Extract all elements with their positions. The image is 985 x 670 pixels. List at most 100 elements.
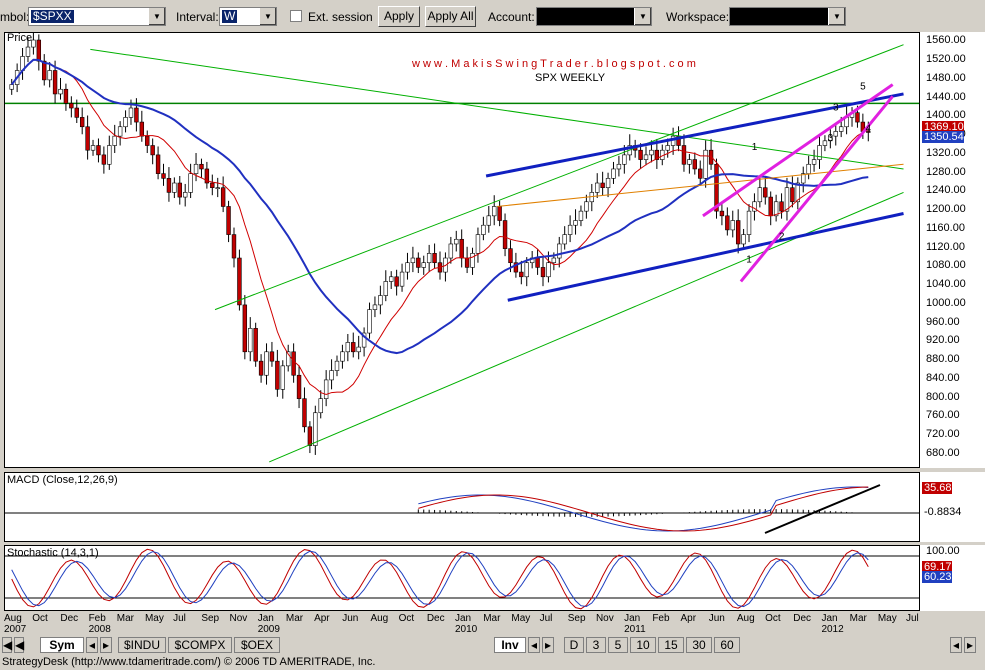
candle xyxy=(540,267,546,278)
symbol-input[interactable]: $SPXX ▼ xyxy=(28,7,166,26)
candle xyxy=(806,163,811,174)
x-axis-month: Mar xyxy=(849,613,867,624)
tab-10[interactable]: 10 xyxy=(630,637,656,653)
y-tick-label: 1400.00 xyxy=(926,109,966,122)
tab-oex[interactable]: $OEX xyxy=(234,637,280,653)
candle xyxy=(117,126,123,137)
candle xyxy=(502,220,508,249)
tab-inv[interactable]: Inv xyxy=(494,637,526,653)
macd-chart[interactable] xyxy=(5,473,920,542)
y-tick-label: 1080.00 xyxy=(926,259,966,272)
candle xyxy=(90,145,96,151)
ext-session-checkbox[interactable] xyxy=(290,10,302,22)
chevron-down-icon[interactable]: ▼ xyxy=(259,8,276,25)
candle xyxy=(161,173,166,179)
scroll-left-icon[interactable]: ◀ xyxy=(14,637,25,653)
scroll-left-icon[interactable]: ◀ xyxy=(2,637,13,653)
candle xyxy=(497,206,502,221)
x-axis-year: 2008 xyxy=(88,624,111,635)
tab-sym[interactable]: Sym xyxy=(40,637,84,653)
tab-next-icon[interactable]: ▸ xyxy=(100,637,112,653)
tab-30[interactable]: 30 xyxy=(686,637,712,653)
price-chart[interactable]: 1 2 1 3 5 3 4 xyxy=(5,33,920,468)
candle xyxy=(735,220,741,245)
y-tick-label: 1440.00 xyxy=(926,90,966,103)
y-tick-label: 1160.00 xyxy=(926,221,965,234)
x-axis-month: Aug xyxy=(736,613,755,624)
scroll-left-icon[interactable]: ◂ xyxy=(950,637,962,653)
price-panel[interactable]: 1 2 1 3 5 3 4 xyxy=(4,32,920,468)
candle xyxy=(210,182,215,189)
candle xyxy=(275,360,280,390)
candle xyxy=(405,262,410,273)
macd-value-badge: 35.68 xyxy=(922,482,952,494)
x-axis-month: Feb xyxy=(652,613,670,624)
macd-panel[interactable] xyxy=(4,472,920,542)
macd-signal-label: -0.8834 xyxy=(922,506,962,518)
tab-60[interactable]: 60 xyxy=(714,637,740,653)
x-axis-month: Mar xyxy=(285,613,304,624)
y-tick-label: 1240.00 xyxy=(926,184,966,197)
candle xyxy=(611,168,616,179)
tab-indu[interactable]: $INDU xyxy=(118,637,166,653)
candle xyxy=(454,238,459,245)
macd-signal-line xyxy=(418,486,869,532)
candle xyxy=(546,262,551,278)
chevron-down-icon[interactable]: ▼ xyxy=(828,8,845,25)
tab-3[interactable]: 3 xyxy=(586,637,606,653)
candle xyxy=(855,112,860,123)
candle xyxy=(155,154,161,174)
wave-label: 2 xyxy=(779,231,785,242)
apply-all-button[interactable]: Apply All xyxy=(425,6,476,27)
candle xyxy=(746,210,752,235)
candle xyxy=(584,201,589,212)
y-tick-label: 1200.00 xyxy=(926,203,966,216)
x-axis-label: May xyxy=(145,613,164,624)
y-tick-label: 1320.00 xyxy=(926,146,966,159)
candle xyxy=(399,271,405,287)
tab-compx[interactable]: $COMPX xyxy=(168,637,232,653)
y-tick-label: 1560.00 xyxy=(926,34,966,47)
scroll-right-icon[interactable]: ▸ xyxy=(964,637,976,653)
stochastic-title: Stochastic (14,3,1) xyxy=(7,547,99,559)
x-axis-month: May xyxy=(511,613,531,624)
candle xyxy=(605,178,611,189)
stochastic-chart[interactable] xyxy=(5,546,920,611)
x-axis-label: Jan 2011 xyxy=(624,613,646,635)
interval-select[interactable]: W ▼ xyxy=(219,7,277,26)
x-axis-month: Dec xyxy=(793,613,812,624)
tab-d[interactable]: D xyxy=(564,637,584,653)
tab-prev-icon[interactable]: ◂ xyxy=(86,637,98,653)
y-tick-label: 720.00 xyxy=(926,428,960,441)
y-tick-label: 760.00 xyxy=(926,409,960,422)
candle xyxy=(220,187,226,207)
workspace-select[interactable]: ▼ xyxy=(729,7,846,26)
tab-prev-icon[interactable]: ◂ xyxy=(528,637,540,653)
candle xyxy=(269,351,275,362)
x-axis-month: Apr xyxy=(680,613,697,624)
candle xyxy=(866,131,871,133)
x-axis-month: May xyxy=(877,613,897,624)
x-axis-month: Jan xyxy=(624,613,641,624)
ma-long-line xyxy=(10,58,869,355)
stochastic-panel[interactable] xyxy=(4,545,920,611)
chevron-down-icon[interactable]: ▼ xyxy=(148,8,165,25)
tab-next-icon[interactable]: ▸ xyxy=(542,637,554,653)
x-axis-label: Feb 2008 xyxy=(89,613,111,635)
candle xyxy=(280,365,285,390)
apply-button[interactable]: Apply xyxy=(378,6,420,27)
tab-5[interactable]: 5 xyxy=(608,637,628,653)
account-select[interactable]: ▼ xyxy=(536,7,652,26)
tab-15[interactable]: 15 xyxy=(658,637,684,653)
candle xyxy=(253,328,258,362)
candle xyxy=(811,159,817,165)
candle xyxy=(779,201,784,212)
candle xyxy=(714,163,719,212)
x-axis-month: Sep xyxy=(567,613,586,624)
candle xyxy=(741,234,746,245)
candle xyxy=(665,145,670,151)
interval-label: Interval: xyxy=(176,10,219,24)
candle xyxy=(69,103,74,109)
chevron-down-icon[interactable]: ▼ xyxy=(634,8,651,25)
candle xyxy=(616,163,622,170)
